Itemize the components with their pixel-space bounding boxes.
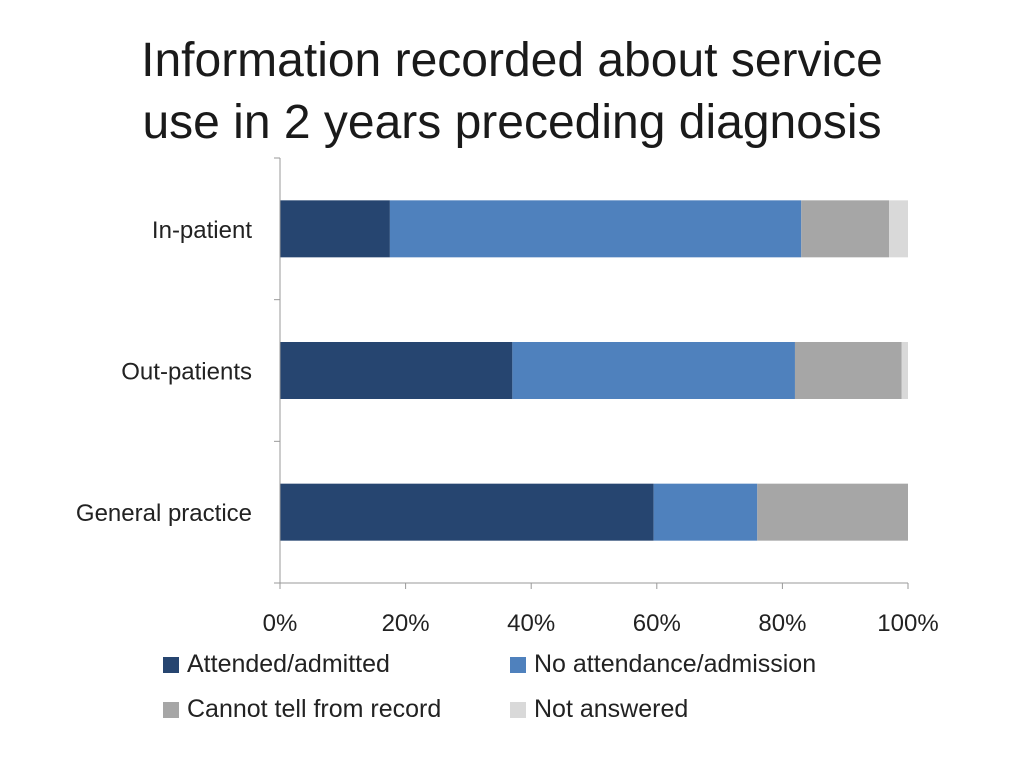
bar-in-patient-series-1	[280, 200, 390, 258]
x-tick-label: 0%	[263, 610, 298, 637]
x-tick-label: 80%	[758, 610, 806, 637]
chart-title: Information recorded about service use i…	[0, 30, 1024, 154]
legend-swatch	[510, 656, 526, 673]
legend-label: No attendance/admission	[534, 650, 817, 678]
bar-out-patients-series-2	[512, 342, 795, 399]
legend-item: No attendance/admission	[510, 650, 816, 679]
bar-out-patients-series-3	[794, 342, 902, 399]
x-tick-label: 60%	[633, 610, 681, 637]
legend-swatch	[163, 701, 179, 718]
legend-label: Attended/admitted	[187, 650, 390, 678]
bar-in-patient-series-2	[389, 200, 802, 258]
bar-in-patient-series-4	[889, 200, 908, 258]
bar-general-practice-series-1	[280, 483, 654, 541]
category-label: Out-patients	[121, 359, 252, 386]
legend-label: Not answered	[534, 695, 689, 723]
bar-general-practice-series-3	[757, 483, 908, 541]
legend-label: Cannot tell from record	[187, 695, 442, 723]
chart-title-line-1: Information recorded about service	[141, 34, 883, 87]
bar-out-patients-series-4	[901, 342, 908, 399]
legend-item: Cannot tell from record	[163, 695, 441, 724]
bar-general-practice-series-2	[653, 483, 758, 541]
chart-title-line-2: use in 2 years preceding diagnosis	[142, 96, 882, 149]
legend-swatch	[510, 701, 526, 718]
x-tick-label: 40%	[507, 610, 555, 637]
legend-item: Not answered	[510, 695, 688, 724]
legend-item: Attended/admitted	[163, 650, 390, 679]
x-tick-label: 100%	[877, 610, 938, 637]
legend-swatch	[163, 656, 179, 673]
bar-out-patients-series-1	[280, 342, 513, 399]
category-label: General practice	[76, 500, 252, 527]
category-label: In-patient	[152, 217, 252, 244]
x-tick-label: 20%	[382, 610, 430, 637]
bar-in-patient-series-3	[801, 200, 890, 258]
